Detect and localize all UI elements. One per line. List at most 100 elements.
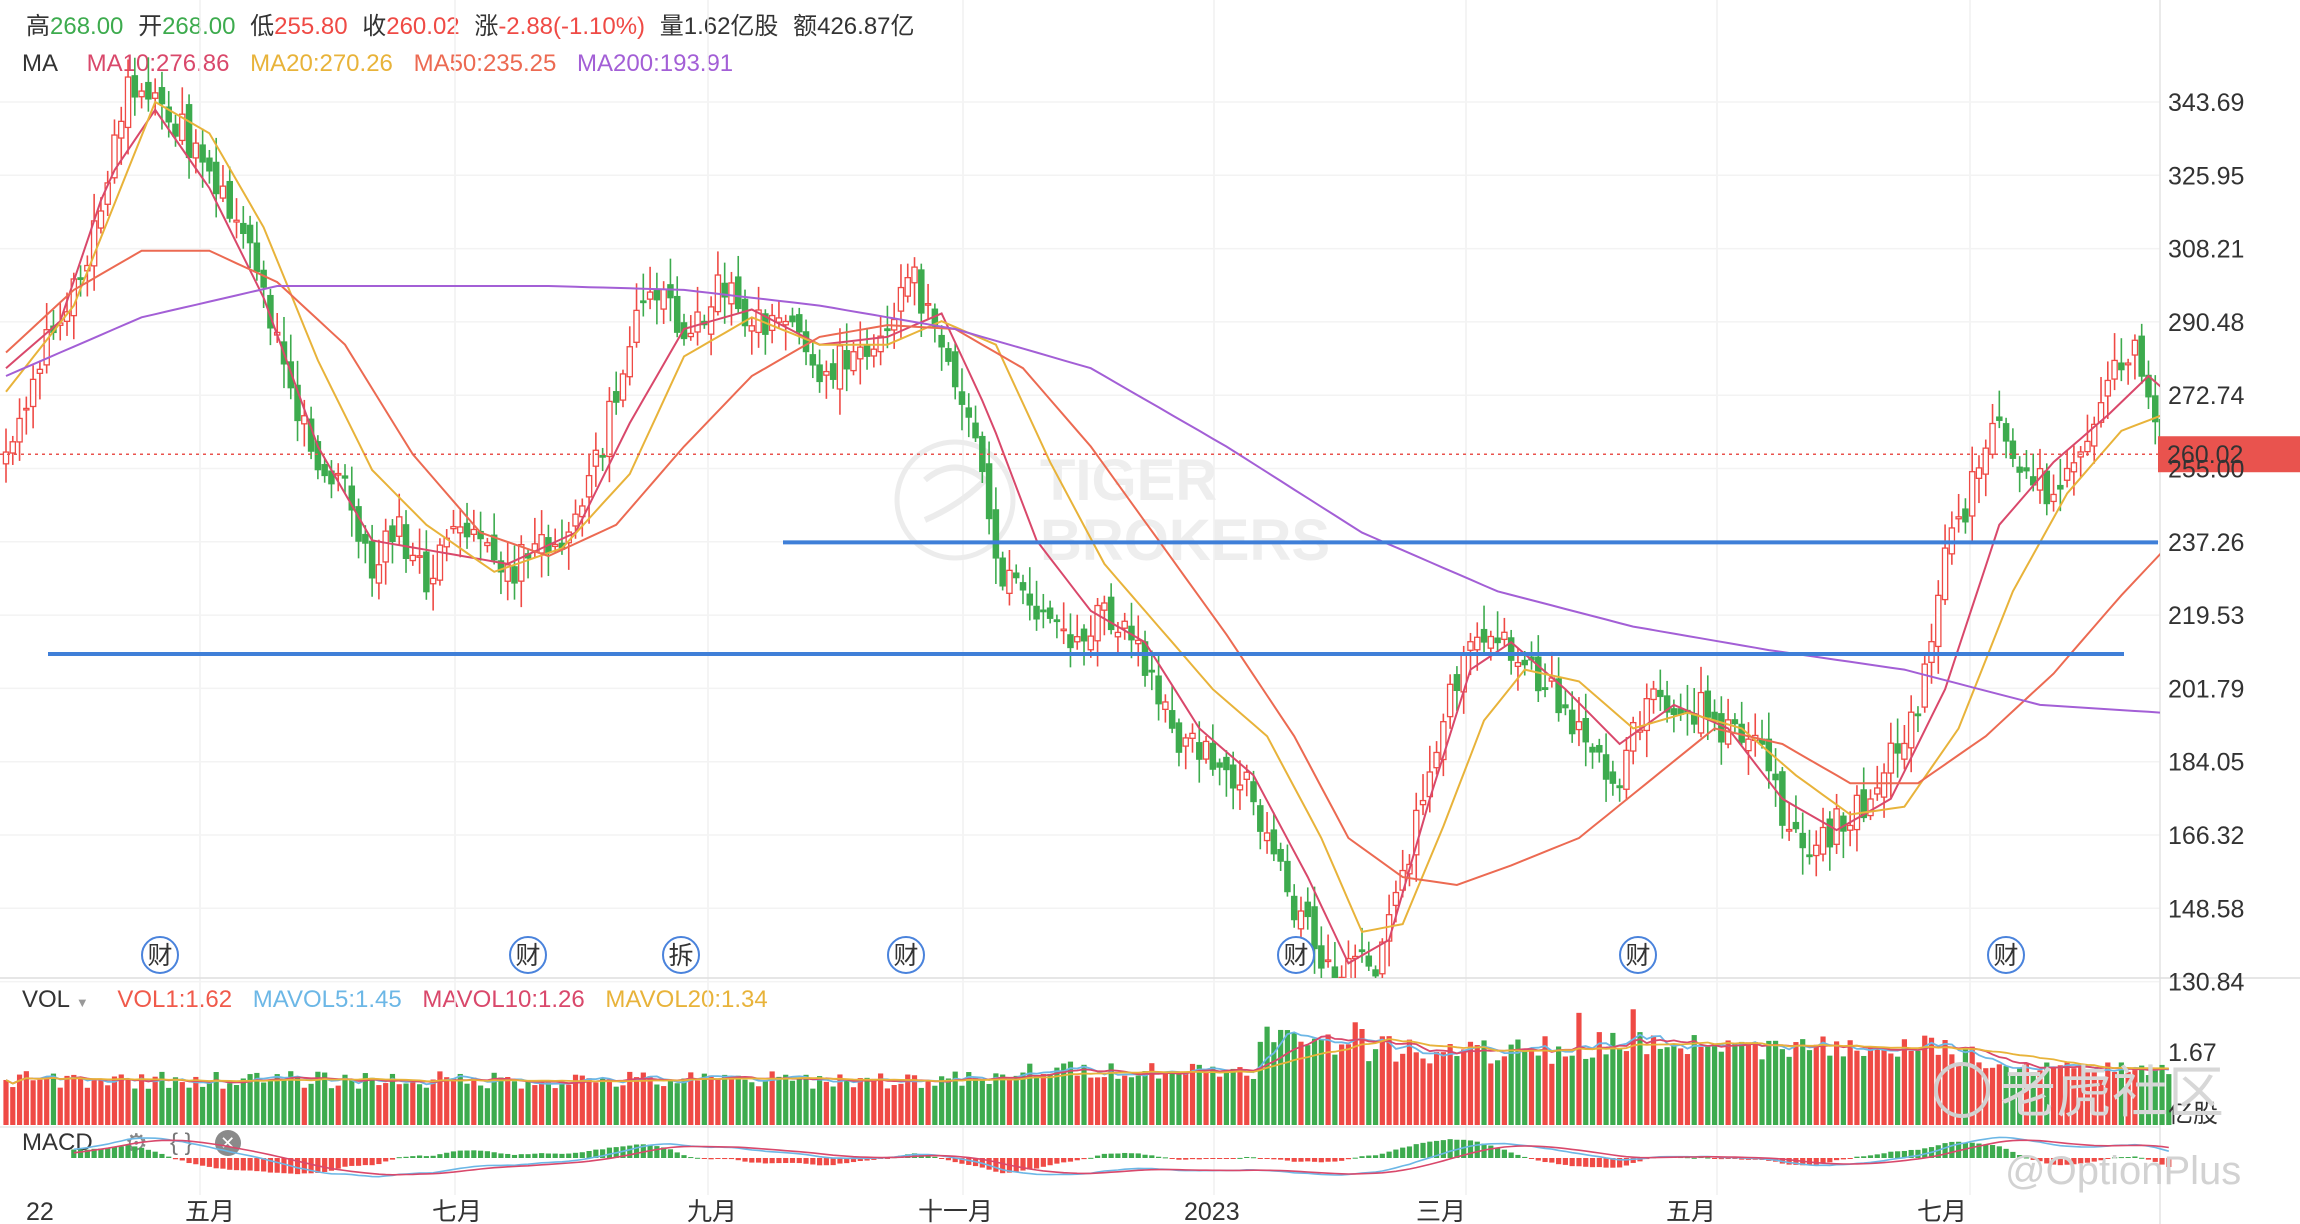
macd-bar	[1861, 1156, 1867, 1158]
volume-bar	[1901, 1039, 1907, 1125]
macd-bar	[471, 1150, 477, 1158]
candle	[1935, 580, 1942, 674]
volume-bar	[1257, 1041, 1263, 1125]
change-label: 涨	[474, 13, 499, 40]
candle	[1223, 750, 1230, 797]
macd-bar	[511, 1154, 518, 1158]
volume-bar	[959, 1085, 965, 1125]
volume-bar	[410, 1081, 416, 1125]
volume-bar	[823, 1081, 829, 1125]
volume-bar	[1081, 1064, 1087, 1125]
macd-bar	[1433, 1140, 1440, 1158]
candle	[2, 428, 10, 483]
event-marker-label: 财	[1625, 942, 1650, 970]
macd-bar	[369, 1158, 375, 1166]
macd-bar	[1488, 1145, 1494, 1158]
mavol20-line	[5, 1038, 2169, 1085]
macd-bar	[755, 1158, 762, 1163]
candle	[1921, 652, 1928, 713]
volume-bar	[783, 1074, 789, 1125]
volume-bar	[430, 1079, 436, 1125]
volume-bar	[2071, 1068, 2077, 1125]
volume-bar	[1617, 1048, 1623, 1125]
macd-bar	[1474, 1141, 1480, 1158]
macd-bar	[552, 1153, 558, 1158]
candle	[748, 316, 756, 355]
candle	[1792, 795, 1800, 833]
vol-indicator-toggle[interactable]: VOL ▼	[22, 986, 89, 1013]
candle	[1331, 942, 1339, 978]
macd-bar	[1040, 1158, 1046, 1167]
macd-bar	[301, 1158, 307, 1174]
macd-bar	[1881, 1153, 1887, 1158]
macd-bar	[1379, 1153, 1385, 1158]
volume-bar	[817, 1076, 823, 1125]
volume-bar	[1603, 1054, 1609, 1125]
candle	[653, 272, 661, 325]
candle	[1501, 617, 1508, 646]
candle	[728, 271, 735, 326]
event-marker-label: 财	[1283, 942, 1308, 970]
volume-bar	[1040, 1074, 1046, 1125]
volume-bar	[193, 1076, 199, 1125]
macd-bar	[559, 1153, 565, 1158]
volume-bar	[1996, 1064, 2002, 1125]
volume-bar	[1427, 1063, 1433, 1125]
macd-bar	[1122, 1152, 1128, 1158]
macd-bar	[1094, 1155, 1101, 1158]
code-braces-icon[interactable]: { }	[169, 1129, 193, 1156]
candle	[1141, 630, 1149, 687]
candle	[1182, 733, 1189, 770]
volume-bar	[2166, 1074, 2172, 1125]
candle	[1304, 887, 1312, 930]
volume-bar	[355, 1088, 362, 1125]
candle	[179, 87, 186, 145]
candle	[1785, 802, 1793, 841]
volume-bar	[884, 1088, 890, 1125]
volume-bar	[586, 1078, 592, 1125]
macd-bar	[1569, 1158, 1575, 1167]
macd-bar	[1718, 1158, 1724, 1160]
candle	[1480, 605, 1488, 655]
candle	[1690, 688, 1698, 734]
support-lines[interactable]	[48, 540, 2158, 656]
vol-label: VOL	[22, 986, 70, 1013]
candle	[450, 509, 457, 534]
macd-bar	[274, 1158, 280, 1173]
macd-bar	[674, 1152, 680, 1158]
candle	[857, 321, 864, 385]
macd-bar	[2037, 1158, 2043, 1162]
candle	[2057, 458, 2064, 512]
macd-bar	[1705, 1157, 1711, 1159]
event-marker: 财	[1619, 936, 1657, 974]
volume-bar	[335, 1085, 341, 1125]
macd-bar	[694, 1157, 701, 1159]
volume-bar	[322, 1072, 328, 1125]
volume-bar	[1359, 1029, 1365, 1125]
macd-bar	[1908, 1149, 1914, 1158]
volume-bar	[864, 1077, 870, 1125]
candle	[1216, 758, 1223, 786]
macd-bar	[376, 1158, 382, 1165]
volume-bar	[1054, 1067, 1060, 1125]
quote-header: 高268.00 开268.00 低255.80 收260.02 涨-2.88(-…	[26, 6, 915, 41]
volume-bar	[1942, 1040, 1948, 1125]
macd-bar	[505, 1153, 511, 1158]
candle	[1311, 886, 1318, 974]
event-markers[interactable]: 财财拆财财财财	[141, 936, 2025, 974]
candle	[1263, 812, 1271, 854]
candle	[1324, 934, 1332, 968]
macd-bar	[1128, 1153, 1135, 1158]
ma200-legend: MA200:193.91	[577, 50, 734, 77]
macd-bar	[2132, 1156, 2138, 1158]
ma-indicator-toggle[interactable]: MA	[22, 50, 58, 77]
volume-bar	[1067, 1061, 1074, 1125]
volume-bar	[667, 1080, 674, 1125]
macd-bar	[769, 1158, 775, 1164]
candle	[972, 405, 979, 443]
volume-bar	[37, 1079, 43, 1125]
macd-bar	[986, 1158, 992, 1170]
candle	[1806, 829, 1813, 865]
macd-bar	[1318, 1158, 1324, 1163]
